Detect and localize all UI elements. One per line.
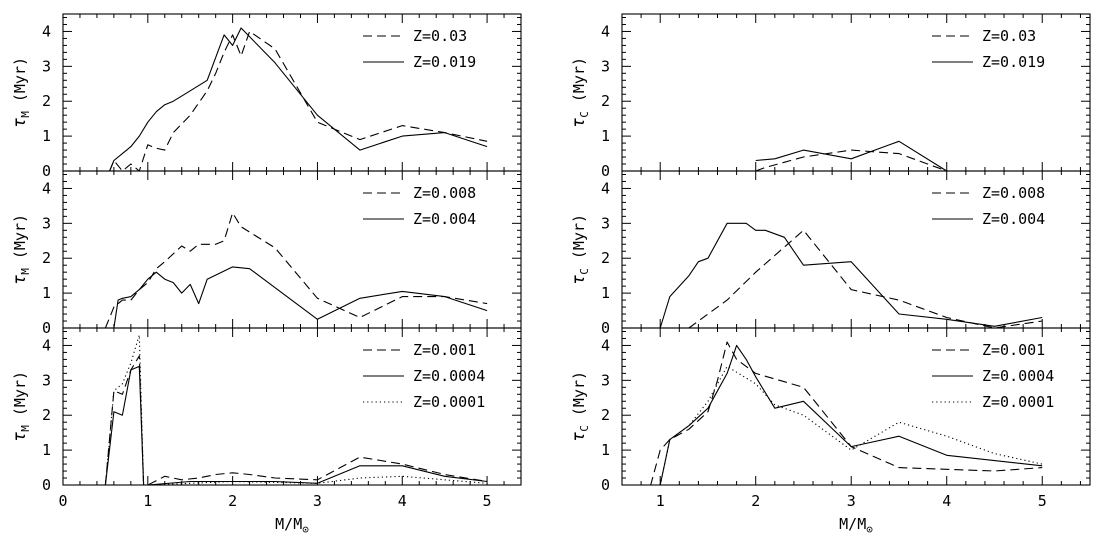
x-tick-label: 2 xyxy=(228,492,237,510)
legend-label: Z=0.0004 xyxy=(413,367,485,385)
y-tick-label: 2 xyxy=(601,92,610,110)
y-tick-label: 4 xyxy=(42,22,51,40)
x-tick-label: 1 xyxy=(143,492,152,510)
y-tick-label: 4 xyxy=(42,336,51,354)
series-line-z-0-004 xyxy=(113,266,488,329)
x-tick-label: 0 xyxy=(58,492,67,510)
series-line-z-0-019 xyxy=(755,140,947,172)
y-tick-label: 4 xyxy=(601,22,610,40)
legend-label: Z=0.001 xyxy=(982,341,1045,359)
x-tick-label: 5 xyxy=(1038,492,1047,510)
legend-label: Z=0.008 xyxy=(982,184,1045,202)
x-axis-label: M/M⊙ xyxy=(275,515,309,536)
y-axis-label: τC (Myr) xyxy=(569,371,591,442)
y-axis-label: τC (Myr) xyxy=(569,214,591,285)
y-tick-label: 2 xyxy=(601,249,610,267)
y-tick-label: 3 xyxy=(601,214,610,232)
legend-label: Z=0.004 xyxy=(413,210,476,228)
y-tick-label: 3 xyxy=(42,57,51,75)
x-tick-label: 4 xyxy=(398,492,407,510)
y-axis-label: τM (Myr) xyxy=(10,214,32,285)
y-tick-label: 4 xyxy=(601,179,610,197)
y-tick-label: 3 xyxy=(42,214,51,232)
x-tick-label: 4 xyxy=(942,492,951,510)
panel-frame-right-bottom xyxy=(621,327,1091,486)
y-tick-label: 0 xyxy=(601,476,610,494)
series-line-z-0-0001 xyxy=(104,334,488,486)
series-line-z-0-008 xyxy=(104,212,488,329)
x-tick-label: 5 xyxy=(483,492,492,510)
y-tick-label: 1 xyxy=(601,127,610,145)
panel-frame-left-bottom xyxy=(62,327,522,486)
y-tick-label: 0 xyxy=(42,162,51,180)
y-tick-label: 4 xyxy=(42,179,51,197)
legend-label: Z=0.03 xyxy=(982,27,1036,45)
y-tick-label: 3 xyxy=(42,371,51,389)
y-tick-label: 3 xyxy=(601,371,610,389)
y-tick-label: 2 xyxy=(42,92,51,110)
x-tick-label: 3 xyxy=(313,492,322,510)
legend-label: Z=0.0004 xyxy=(982,367,1054,385)
legend-label: Z=0.0001 xyxy=(982,393,1054,411)
y-axis-label: τM (Myr) xyxy=(10,371,32,442)
x-tick-label: 2 xyxy=(751,492,760,510)
y-tick-label: 4 xyxy=(601,336,610,354)
series-line-z-0-001 xyxy=(104,355,488,486)
legend-label: Z=0.03 xyxy=(413,27,467,45)
y-tick-label: 1 xyxy=(601,441,610,459)
series-line-z-0-008 xyxy=(688,229,1043,329)
y-tick-label: 2 xyxy=(42,249,51,267)
legend-label: Z=0.019 xyxy=(413,53,476,71)
x-tick-label: 3 xyxy=(847,492,856,510)
series-line-z-0-004 xyxy=(659,222,1043,329)
y-tick-label: 3 xyxy=(601,57,610,75)
series-line-z-0-019 xyxy=(109,27,488,172)
series-line-z-0-03 xyxy=(755,149,947,172)
x-tick-label: 1 xyxy=(656,492,665,510)
y-tick-label: 1 xyxy=(42,441,51,459)
y-tick-label: 1 xyxy=(42,284,51,302)
y-tick-label: 1 xyxy=(601,284,610,302)
y-tick-label: 0 xyxy=(42,319,51,337)
legend-label: Z=0.0001 xyxy=(413,393,485,411)
series-line-z-0-0004 xyxy=(659,344,1043,486)
y-tick-label: 2 xyxy=(42,406,51,424)
legend-label: Z=0.008 xyxy=(413,184,476,202)
x-axis-label: M/M⊙ xyxy=(839,515,873,536)
y-tick-label: 0 xyxy=(42,476,51,494)
y-tick-label: 1 xyxy=(42,127,51,145)
legend-label: Z=0.019 xyxy=(982,53,1045,71)
y-tick-label: 0 xyxy=(601,162,610,180)
legend-label: Z=0.001 xyxy=(413,341,476,359)
y-axis-label: τM (Myr) xyxy=(10,57,32,128)
y-tick-label: 0 xyxy=(601,319,610,337)
series-line-z-0-0001 xyxy=(659,365,1043,486)
legend-label: Z=0.004 xyxy=(982,210,1045,228)
y-axis-label: τC (Myr) xyxy=(569,57,591,128)
y-tick-label: 2 xyxy=(601,406,610,424)
series-line-z-0-001 xyxy=(622,341,1043,486)
series-line-z-0-0004 xyxy=(104,365,488,486)
series-line-z-0-03 xyxy=(109,30,488,172)
